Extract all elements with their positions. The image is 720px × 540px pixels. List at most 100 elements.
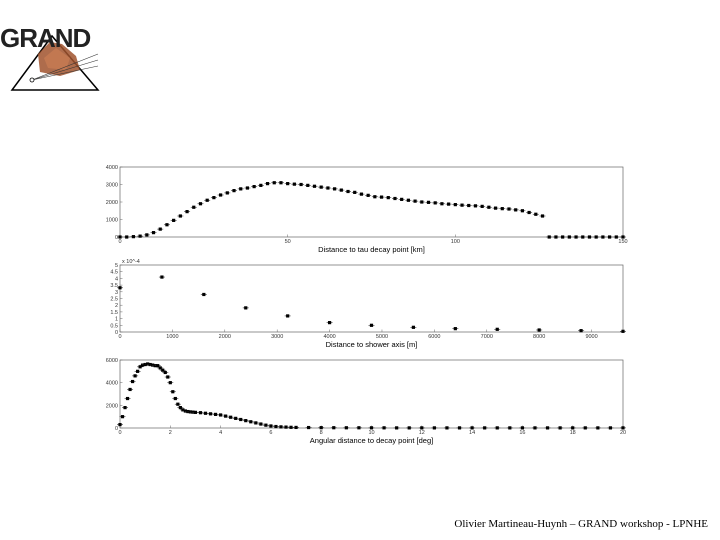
y-tick-label: 3000 [106, 183, 118, 189]
data-point [508, 426, 512, 430]
data-point [265, 182, 270, 186]
grand-logo: GRAND [0, 23, 100, 91]
data-point [621, 329, 625, 333]
data-point [571, 426, 575, 430]
data-point [203, 411, 208, 415]
data-point [470, 426, 474, 430]
data-point [294, 425, 298, 430]
data-point [118, 286, 122, 290]
data-point [413, 199, 417, 203]
data-point [178, 406, 182, 410]
data-point [208, 412, 213, 416]
y-tick-label: 4.5 [110, 270, 118, 276]
data-point [269, 424, 273, 428]
data-point [495, 327, 499, 331]
data-point [289, 425, 293, 429]
x-tick-label: 1000 [166, 334, 178, 340]
logo-ray-3 [31, 65, 99, 81]
data-point [219, 193, 223, 197]
data-point [433, 201, 437, 205]
data-point [406, 198, 410, 202]
data-point [259, 183, 263, 187]
data-point [286, 182, 290, 186]
data-point [407, 426, 411, 430]
y-tick-label: 4 [115, 276, 118, 282]
data-point [279, 181, 283, 185]
data-point [534, 212, 538, 216]
data-point [332, 426, 336, 430]
data-point [198, 411, 203, 415]
x-tick-label: 150 [618, 239, 627, 245]
data-point [274, 424, 278, 429]
data-point [533, 426, 537, 430]
x-tick-label: 6 [269, 430, 272, 436]
plot-frame [119, 359, 624, 429]
data-point [312, 184, 317, 188]
data-point [440, 202, 444, 206]
x-tick-label: 100 [451, 239, 460, 245]
data-point [594, 235, 598, 239]
chart-2: 0 1000 2000 3000 4000 5000 6000 7000 8000 9000 00.… [110, 259, 626, 349]
data-point [357, 426, 361, 430]
data-point [244, 419, 248, 423]
data-point [520, 209, 524, 213]
logo-mountain-shade [44, 48, 70, 70]
data-point [168, 381, 172, 385]
y-tick-label: 6000 [106, 358, 118, 364]
data-point [254, 421, 258, 425]
y-tick-label: 3.5 [110, 283, 118, 289]
data-point [143, 362, 147, 367]
data-point [507, 207, 511, 211]
data-point [460, 203, 464, 207]
data-point [339, 188, 343, 192]
data-point [252, 185, 256, 189]
data-point [369, 426, 374, 430]
data-point [382, 426, 386, 430]
data-point [537, 328, 541, 332]
data-point [151, 363, 155, 367]
data-point [579, 329, 583, 333]
data-point [601, 235, 605, 239]
x-tick-label: 18 [570, 430, 576, 436]
data-point [319, 185, 323, 189]
data-point [319, 426, 323, 430]
chart-1: 0 50 100 150 0 1000 2000 3000 4000 Distance to ta… [106, 165, 628, 254]
data-point [165, 223, 169, 227]
data-point [299, 182, 303, 187]
x-tick-label: 2000 [219, 334, 231, 340]
data-point [178, 214, 182, 218]
data-point [344, 426, 348, 430]
logo-ray-1 [31, 53, 99, 81]
x-tick-label: 12 [419, 430, 425, 436]
data-point [125, 235, 129, 239]
data-point [202, 292, 206, 297]
x-tick-label: 20 [620, 430, 626, 436]
data-point [561, 235, 565, 239]
data-point [326, 186, 330, 190]
data-point [581, 235, 585, 239]
y-tick-label: 0 [115, 330, 118, 336]
data-point [333, 187, 337, 191]
data-point [146, 362, 150, 366]
x-tick-label: 0 [118, 430, 121, 436]
data-point [125, 396, 130, 401]
data-point [136, 369, 140, 373]
y-multiplier-label: x 10^-4 [122, 259, 140, 265]
x-axis-label: Distance to tau decay point [km] [318, 245, 425, 254]
data-point [545, 426, 550, 430]
x-axis-label: Distance to shower axis [m] [326, 340, 418, 349]
data-point [158, 227, 162, 231]
data-point [272, 181, 276, 185]
data-point [473, 204, 478, 208]
data-point [239, 187, 243, 191]
data-point [130, 379, 135, 384]
y-tick-label: 2000 [106, 200, 118, 206]
data-point [176, 402, 180, 406]
data-point [212, 196, 216, 200]
data-point [118, 423, 122, 427]
x-tick-label: 8000 [533, 334, 545, 340]
data-point [224, 414, 228, 418]
data-point [245, 186, 250, 190]
data-point [567, 235, 571, 239]
y-tick-label: 0 [115, 235, 118, 241]
